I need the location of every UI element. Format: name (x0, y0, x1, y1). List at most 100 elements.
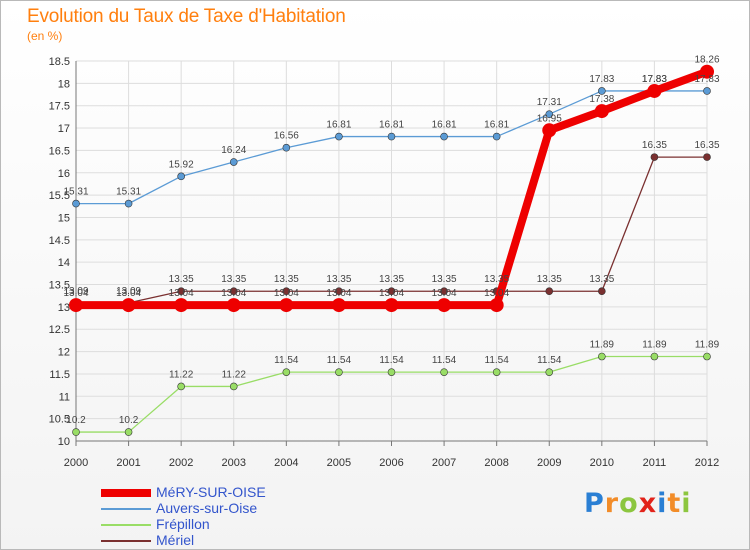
logo-letter: P (584, 488, 605, 519)
data-point (594, 104, 609, 119)
data-label: 17.83 (694, 74, 719, 85)
x-tick-label: 2004 (274, 457, 298, 469)
y-tick-label: 10 (58, 436, 70, 448)
data-label: 16.24 (221, 145, 246, 156)
y-tick-label: 17.5 (49, 101, 70, 113)
logo-letter: t (667, 488, 682, 519)
data-point (226, 298, 241, 313)
x-tick-label: 2001 (116, 457, 140, 469)
x-tick-label: 2011 (643, 457, 667, 469)
data-label: 13.35 (379, 274, 404, 285)
data-label: 13.04 (221, 288, 246, 299)
y-tick-label: 15 (58, 212, 70, 224)
data-label: 11.89 (695, 340, 720, 351)
y-tick-label: 10.5 (49, 414, 70, 426)
proxiti-logo: Proxiti (584, 488, 692, 519)
data-point (700, 64, 714, 79)
data-label: 18.26 (694, 55, 719, 66)
y-tick-label: 16 (58, 168, 70, 180)
data-point (545, 110, 554, 118)
data-point (124, 199, 133, 208)
data-label: 13.35 (589, 274, 614, 285)
data-point (335, 287, 343, 296)
logo-letter: i (681, 488, 692, 519)
data-label: 11.54 (432, 355, 457, 366)
data-label: 17.38 (589, 94, 614, 105)
data-label: 17.83 (642, 74, 667, 85)
data-label: 11.54 (537, 355, 562, 366)
legend-swatch (101, 489, 151, 497)
data-label: 13.35 (326, 274, 351, 285)
data-point (177, 287, 185, 296)
logo-letter: o (619, 488, 639, 519)
data-point (437, 298, 452, 313)
data-label: 13.35 (432, 274, 457, 285)
data-point (121, 298, 136, 313)
data-label: 16.35 (642, 140, 667, 151)
x-tick-label: 2009 (537, 457, 561, 469)
data-point (647, 83, 662, 98)
data-point (229, 158, 238, 166)
y-tick-label: 13.5 (49, 280, 70, 292)
data-point (229, 287, 238, 296)
y-tick-label: 18.5 (49, 56, 70, 68)
y-tick-label: 18 (58, 78, 70, 90)
data-label: 13.04 (379, 288, 404, 299)
data-label: 15.31 (63, 187, 88, 198)
logo-letter: x (638, 488, 658, 519)
data-point (545, 287, 554, 296)
legend-label: Mériel (156, 532, 195, 548)
data-label: 11.89 (590, 340, 615, 351)
chart-title: Evolution du Taux de Taxe d'Habitation (27, 6, 346, 27)
legend-label: MéRY-SUR-OISE (156, 484, 266, 500)
data-point (440, 287, 448, 296)
y-tick-label: 13 (58, 302, 70, 314)
x-tick-label: 2008 (484, 457, 508, 469)
chart-subtitle: (en %) (27, 29, 63, 43)
x-tick-label: 2006 (379, 457, 403, 469)
data-point (650, 153, 659, 161)
logo-letter: r (604, 488, 620, 519)
data-point (331, 298, 346, 313)
data-point (177, 382, 185, 391)
data-label: 13.35 (274, 274, 299, 285)
data-label: 13.04 (116, 288, 141, 299)
data-point (279, 298, 294, 313)
data-point (598, 287, 606, 296)
data-point (384, 298, 399, 313)
data-label: 13.04 (169, 288, 194, 299)
data-point (650, 352, 659, 361)
data-label: 17.83 (589, 74, 614, 85)
logo-letter: i (657, 488, 668, 519)
data-point (703, 87, 711, 95)
data-point (229, 382, 238, 391)
data-label: 16.35 (694, 140, 719, 151)
y-tick-label: 12.5 (49, 324, 70, 336)
data-point (545, 368, 554, 376)
data-label: 10.2 (66, 415, 86, 426)
data-point (489, 298, 504, 313)
y-tick-label: 11.5 (49, 369, 70, 381)
data-label: 16.81 (379, 120, 404, 131)
y-tick-label: 14.5 (49, 235, 70, 247)
data-point (387, 368, 396, 376)
data-label: 11.22 (169, 369, 194, 380)
data-label: 16.56 (274, 131, 299, 142)
data-label: 11.54 (274, 355, 299, 366)
x-tick-label: 2010 (590, 457, 614, 469)
data-label: 13.04 (274, 288, 299, 299)
legend-swatch (101, 524, 151, 526)
data-point (440, 368, 448, 376)
legend-label: Frépillon (156, 516, 210, 532)
data-point (124, 428, 133, 436)
data-point (335, 368, 343, 376)
data-point (387, 287, 396, 296)
y-tick-label: 15.5 (49, 190, 70, 202)
data-label: 13.35 (484, 274, 509, 285)
data-point (492, 132, 501, 141)
y-tick-label: 17 (58, 123, 70, 135)
x-tick-label: 2000 (64, 457, 88, 469)
data-label: 13.09 (116, 286, 141, 297)
x-tick-label: 2003 (222, 457, 246, 469)
